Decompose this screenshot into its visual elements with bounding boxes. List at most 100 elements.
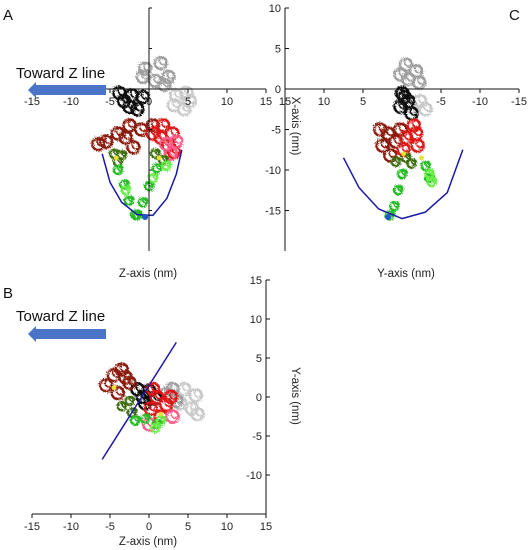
cluster-point bbox=[150, 382, 160, 392]
y-tick-label: 5 bbox=[256, 353, 262, 365]
cluster-point bbox=[174, 135, 184, 145]
y-tick-label: 10 bbox=[269, 3, 281, 15]
cluster-point bbox=[128, 195, 135, 202]
yellow-dot bbox=[113, 155, 119, 161]
cluster-pink bbox=[158, 134, 184, 162]
cluster-point bbox=[397, 185, 404, 192]
yellow-dot bbox=[156, 155, 162, 161]
cluster-point bbox=[120, 150, 128, 157]
panel-c-x-label: Y-axis (nm) bbox=[377, 268, 435, 280]
cluster-point bbox=[104, 135, 113, 145]
y-tick-label: -5 bbox=[252, 431, 262, 443]
cluster-point bbox=[393, 201, 400, 208]
cluster-light-green bbox=[424, 168, 438, 188]
cluster-point bbox=[195, 407, 205, 417]
x-tick-label: 10 bbox=[221, 96, 233, 108]
cluster-point bbox=[401, 143, 411, 153]
panel-a-marks bbox=[91, 7, 197, 221]
y-tick-label: -15 bbox=[265, 206, 281, 218]
y-tick-label: -10 bbox=[265, 165, 281, 177]
cluster-point bbox=[395, 156, 402, 164]
cluster-point bbox=[152, 172, 159, 180]
yellow-dot bbox=[158, 411, 164, 417]
x-tick-label: -15 bbox=[24, 521, 40, 533]
x-tick-label: 10 bbox=[318, 96, 330, 108]
y-tick-label: 0 bbox=[256, 392, 262, 404]
panel-b-label: B bbox=[3, 285, 13, 302]
yellow-dot bbox=[111, 385, 117, 391]
cluster-point bbox=[174, 89, 184, 98]
cluster-point bbox=[120, 401, 128, 408]
x-tick-label: -5 bbox=[105, 521, 115, 533]
panel-a-label: A bbox=[3, 7, 13, 24]
cluster-point bbox=[117, 164, 124, 172]
panel-c-x-ticks: 15 10 5 0 -5 -10 -15 bbox=[279, 89, 527, 108]
x-tick-label: -10 bbox=[472, 96, 488, 108]
cluster-dark-red bbox=[91, 118, 161, 155]
x-tick-label: -15 bbox=[511, 96, 527, 108]
cluster-point bbox=[162, 155, 169, 162]
cluster-point bbox=[170, 382, 180, 392]
panel-c-marks bbox=[342, 57, 464, 221]
cluster-point bbox=[124, 185, 132, 192]
yellow-dot bbox=[419, 155, 424, 161]
x-tick-label: 5 bbox=[185, 96, 191, 108]
cluster-point bbox=[182, 382, 191, 392]
panel-b-marks bbox=[98, 341, 205, 460]
arrow-toward-z-line-a: Toward Z line bbox=[16, 65, 106, 98]
cluster-point bbox=[380, 139, 390, 149]
y-tick-label: -10 bbox=[246, 470, 262, 482]
x-tick-label: 15 bbox=[279, 96, 291, 108]
panel-b: B -15 -10 -5 0 5 10 15 15 10 5 0 -5 -10 Z-axis (nm)… bbox=[3, 275, 301, 548]
x-tick-label: -15 bbox=[24, 96, 40, 108]
blue-dot bbox=[142, 213, 149, 220]
cluster-point bbox=[170, 410, 180, 419]
cluster-red bbox=[396, 118, 425, 157]
cluster-point bbox=[136, 210, 144, 217]
cluster-point bbox=[131, 140, 141, 150]
y-tick-label: 10 bbox=[250, 314, 262, 326]
cluster-black bbox=[112, 85, 150, 117]
x-tick-label: -10 bbox=[63, 96, 79, 108]
cluster-point bbox=[115, 386, 125, 396]
cluster-point bbox=[402, 90, 412, 100]
arrow-b-left-icon bbox=[28, 326, 106, 342]
cluster-point bbox=[182, 102, 191, 112]
cluster-point bbox=[172, 98, 181, 108]
arrow-toward-z-line-b: Toward Z line bbox=[16, 308, 106, 342]
y-tick-label: 15 bbox=[250, 275, 262, 287]
cluster-point bbox=[161, 119, 170, 128]
x-tick-label: 10 bbox=[221, 521, 233, 533]
cluster-point bbox=[127, 119, 137, 128]
cluster-point bbox=[164, 137, 174, 147]
cluster-point bbox=[411, 119, 421, 128]
cluster-point bbox=[193, 389, 203, 398]
x-tick-label: -10 bbox=[63, 521, 79, 533]
x-tick-label: 0 bbox=[146, 96, 152, 108]
panel-b-x-ticks: -15 -10 -5 0 5 10 15 bbox=[24, 514, 272, 533]
cluster-point bbox=[184, 86, 194, 96]
cluster-point bbox=[403, 58, 413, 68]
cluster-point bbox=[378, 123, 388, 132]
cluster-point bbox=[168, 147, 178, 157]
arrow-b-label: Toward Z line bbox=[16, 308, 105, 325]
cluster-gray bbox=[393, 57, 427, 90]
panel-a-x-ticks: -15 -10 -5 0 5 10 15 bbox=[24, 89, 272, 108]
y-tick-label: 5 bbox=[275, 44, 281, 56]
cluster-dark-red bbox=[98, 362, 137, 401]
cluster-point bbox=[160, 415, 167, 422]
x-tick-label: -5 bbox=[436, 96, 446, 108]
panel-c-label: C bbox=[509, 7, 520, 24]
arrow-a-left-icon bbox=[28, 82, 106, 98]
trajectory-arc bbox=[342, 149, 464, 220]
arrow-a-label: Toward Z line bbox=[16, 65, 105, 82]
cluster-point bbox=[162, 78, 172, 88]
panel-a-x-label: Z-axis (nm) bbox=[119, 268, 177, 280]
cluster-point bbox=[417, 76, 427, 85]
cluster-point bbox=[96, 137, 106, 147]
x-tick-label: 5 bbox=[185, 521, 191, 533]
cluster-point bbox=[148, 402, 158, 412]
cluster-point bbox=[142, 197, 149, 204]
cluster-point bbox=[398, 68, 408, 77]
